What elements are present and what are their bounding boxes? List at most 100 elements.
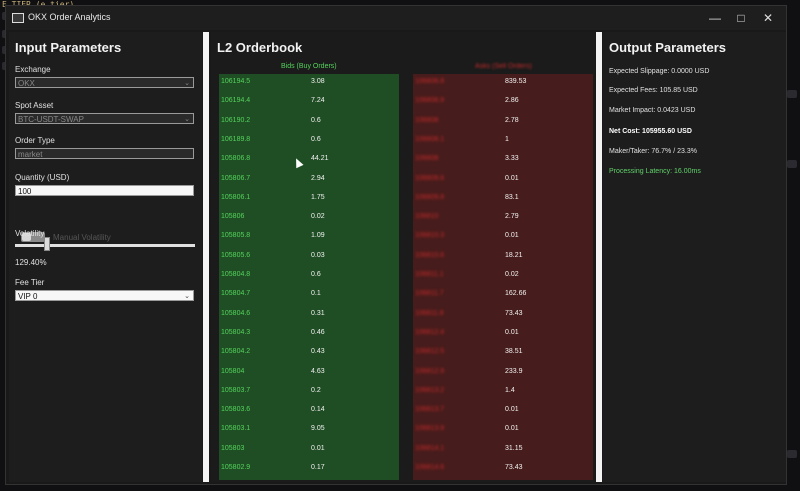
bid-quantity: 0.43 xyxy=(311,348,325,356)
bid-price: 105806.7 xyxy=(221,174,251,182)
ask-price: 106814.1 xyxy=(415,444,445,452)
ask-row: 106810.6 18.21 xyxy=(413,251,593,273)
ask-row: 106814.6 73.43 xyxy=(413,463,593,485)
ask-quantity: 0.01 xyxy=(505,425,519,433)
ask-price: 106809.6 xyxy=(415,174,445,182)
spot-asset-value: BTC-USDT-SWAP xyxy=(18,115,84,124)
bid-price: 105804.3 xyxy=(221,328,251,336)
bid-row: 105804 4.63 xyxy=(219,367,399,389)
exchange-value: OKX xyxy=(18,79,35,88)
bid-price: 105806 xyxy=(221,213,245,221)
bid-row: 105804.7 0.1 xyxy=(219,289,399,311)
ask-quantity: 38.51 xyxy=(505,348,523,356)
bid-row: 105804.6 0.31 xyxy=(219,309,399,331)
volatility-slider-track[interactable] xyxy=(15,244,195,247)
ask-price: 106809.8 xyxy=(415,193,445,201)
input-heading: Input Parameters xyxy=(15,40,122,55)
ask-quantity: 0.01 xyxy=(505,406,519,414)
bid-row: 105804.2 0.43 xyxy=(219,347,399,369)
ask-row: 106813.9 0.01 xyxy=(413,424,593,446)
bid-quantity: 0.17 xyxy=(311,464,325,471)
orderbook-heading: L2 Orderbook xyxy=(217,40,303,55)
bid-quantity: 0.1 xyxy=(311,290,321,298)
asks-header: Asks (Sell Orders) xyxy=(475,63,532,70)
chevron-down-icon: ⌄ xyxy=(184,116,190,123)
processing-latency: Processing Latency: 16.00ms xyxy=(609,168,701,175)
orderbook-panel: L2 Orderbook Bids (Buy Orders) Asks (Sel… xyxy=(211,32,595,482)
close-icon[interactable]: ✕ xyxy=(762,11,774,25)
volatility-label: Volatility xyxy=(15,229,45,238)
ask-price: 106813.9 xyxy=(415,425,445,433)
bid-quantity: 0.6 xyxy=(311,271,321,278)
title-bar: OKX Order Analytics — □ ✕ xyxy=(6,6,786,30)
bid-row: 106189.8 0.6 xyxy=(219,135,399,157)
expected-fees: Expected Fees: 105.85 USD xyxy=(609,87,698,94)
exchange-select[interactable]: OKX ⌄ xyxy=(15,77,194,88)
panel-divider[interactable] xyxy=(596,32,602,482)
bid-price: 105804.2 xyxy=(221,348,251,356)
ask-price: 106813.2 xyxy=(415,386,445,394)
ask-quantity: 233.9 xyxy=(505,367,523,375)
net-cost: Net Cost: 105955.60 USD xyxy=(609,128,692,135)
ask-price: 106811.7 xyxy=(415,290,444,298)
bid-row: 105803.7 0.2 xyxy=(219,386,399,408)
background-code-line xyxy=(787,450,797,458)
bid-row: 105805.8 1.09 xyxy=(219,231,399,253)
ask-quantity: 1 xyxy=(505,135,509,143)
ask-row: 106808 2.78 xyxy=(413,116,593,138)
bid-price: 106189.8 xyxy=(221,135,251,143)
bid-quantity: 2.94 xyxy=(311,174,325,182)
quantity-value: 100 xyxy=(18,187,32,196)
bid-price: 106194.5 xyxy=(221,78,251,85)
maker-taker: Maker/Taker: 76.7% / 23.3% xyxy=(609,148,697,155)
bid-price: 105804 xyxy=(221,367,245,375)
ask-quantity: 0.01 xyxy=(505,174,519,182)
bid-quantity: 3.08 xyxy=(311,78,325,85)
bids-header: Bids (Buy Orders) xyxy=(281,63,337,70)
chevron-down-icon: ⌄ xyxy=(184,80,190,87)
volatility-slider-handle[interactable] xyxy=(44,237,51,251)
expected-slippage: Expected Slippage: 0.0000 USD xyxy=(609,68,710,75)
bid-price: 105804.8 xyxy=(221,271,251,278)
bid-quantity: 7.24 xyxy=(311,97,325,105)
bid-quantity: 0.03 xyxy=(311,251,325,259)
bid-quantity: 0.01 xyxy=(311,444,325,452)
bid-row: 105804.3 0.46 xyxy=(219,328,399,350)
ask-quantity: 18.21 xyxy=(505,251,523,259)
ask-quantity: 839.53 xyxy=(505,78,527,85)
bid-price: 105803 xyxy=(221,444,245,452)
ask-row: 106810.3 0.01 xyxy=(413,231,593,253)
bid-price: 105802.9 xyxy=(221,464,251,471)
order-type-field[interactable]: market xyxy=(15,148,194,159)
ask-price: 106806.9 xyxy=(415,97,445,105)
volatility-value: 129.40% xyxy=(15,258,47,267)
bid-quantity: 0.02 xyxy=(311,213,325,221)
fee-tier-select[interactable]: VIP 0 ⌄ xyxy=(15,290,194,301)
ask-quantity: 0.02 xyxy=(505,271,519,278)
output-heading: Output Parameters xyxy=(609,40,727,55)
bid-price: 105803.7 xyxy=(221,386,251,394)
spot-asset-select[interactable]: BTC-USDT-SWAP ⌄ xyxy=(15,113,194,124)
maximize-icon[interactable]: □ xyxy=(737,11,745,25)
ask-quantity: 3.33 xyxy=(505,155,519,163)
manual-volatility-toggle[interactable] xyxy=(21,232,45,242)
ask-quantity: 162.66 xyxy=(505,290,527,298)
background-code-line xyxy=(787,160,797,168)
bids-list: 106194.5 3.08 106194.4 7.24 106190.2 0.6 10618… xyxy=(219,74,399,480)
bid-row: 105803 0.01 xyxy=(219,444,399,466)
spot-asset-label: Spot Asset xyxy=(15,101,54,110)
minimize-icon[interactable]: — xyxy=(709,11,721,25)
background-code-line xyxy=(787,90,797,98)
ask-price: 106812.5 xyxy=(415,348,445,356)
bid-quantity: 4.63 xyxy=(311,367,325,375)
bid-row: 105803.6 0.14 xyxy=(219,405,399,427)
bid-row: 105803.1 9.05 xyxy=(219,424,399,446)
panel-divider[interactable] xyxy=(203,32,209,482)
ask-quantity: 1.4 xyxy=(505,386,515,394)
bid-quantity: 1.09 xyxy=(311,232,325,240)
bid-price: 105805.6 xyxy=(221,251,251,259)
quantity-input[interactable]: 100 xyxy=(15,185,194,196)
bid-price: 106190.2 xyxy=(221,116,251,124)
ask-row: 106808.1 1 xyxy=(413,135,593,157)
bid-price: 105803.6 xyxy=(221,406,251,414)
